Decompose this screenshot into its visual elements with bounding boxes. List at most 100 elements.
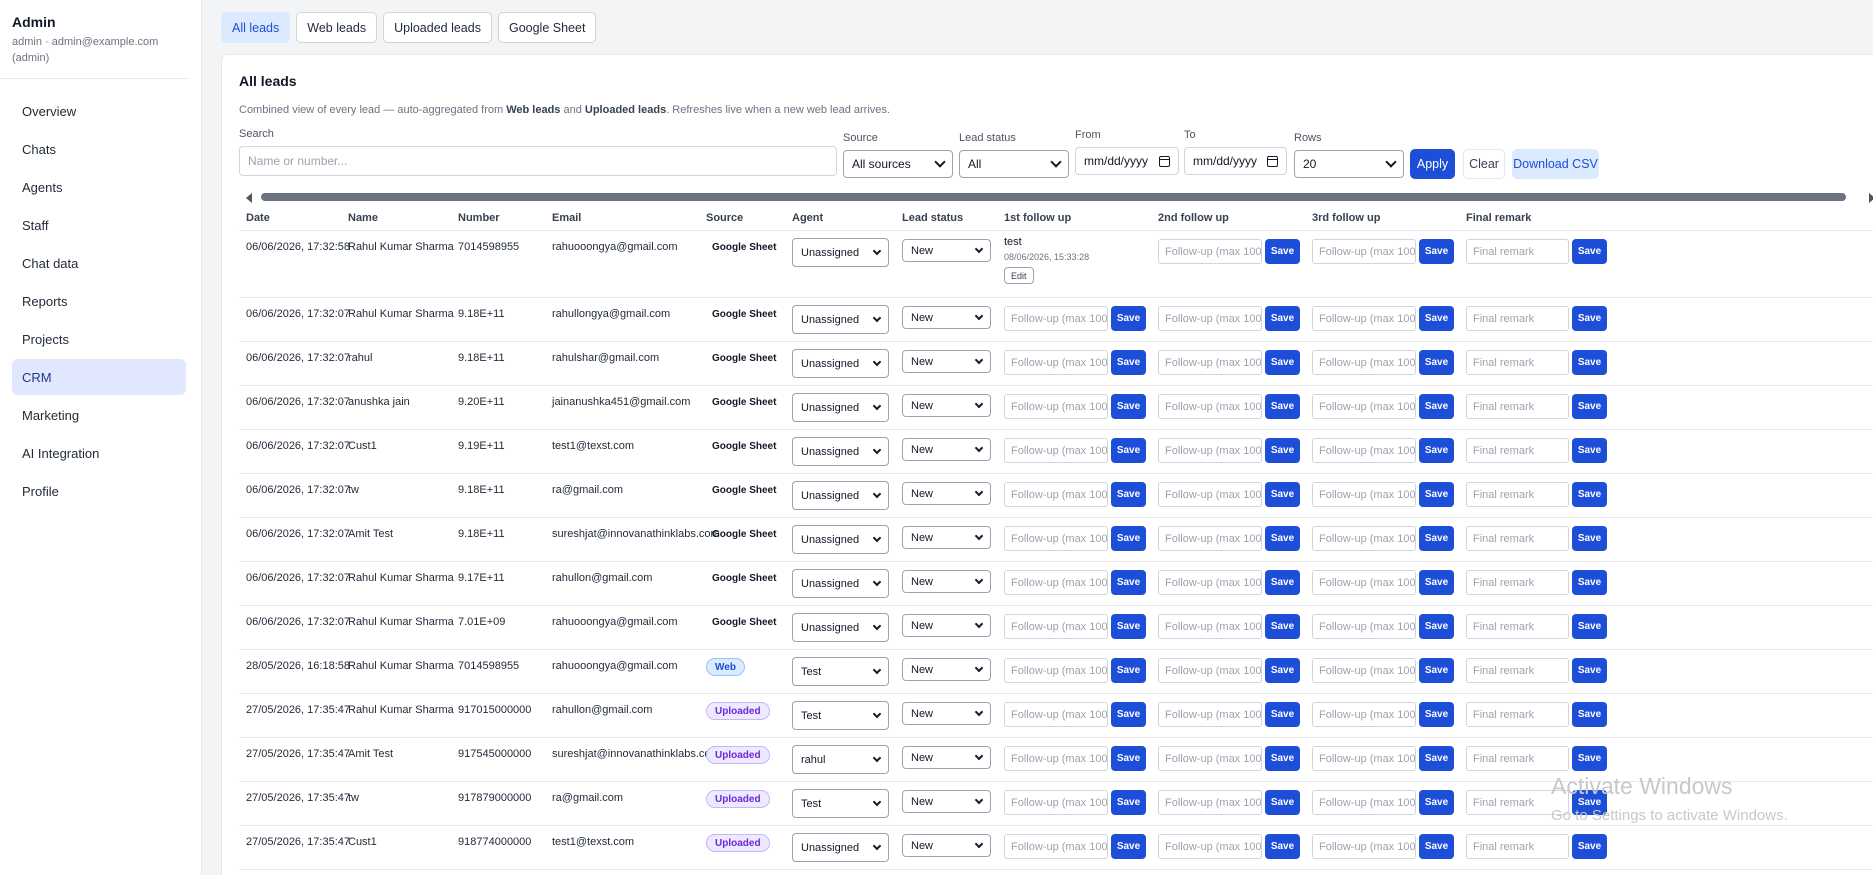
lead-status-select[interactable]: New — [902, 239, 991, 262]
tab-web-leads[interactable]: Web leads — [296, 12, 378, 43]
save-final-remark-button[interactable]: Save — [1572, 570, 1607, 595]
final-remark-input[interactable]: Final remark — [1466, 790, 1569, 815]
lead-status-select[interactable]: New — [902, 702, 991, 725]
final-remark-input[interactable]: Final remark — [1466, 614, 1569, 639]
sidebar-item-agents[interactable]: Agents — [22, 179, 63, 195]
follow-up-3-input[interactable]: Follow-up (max 100) — [1312, 570, 1416, 595]
agent-select[interactable]: Test — [792, 701, 889, 730]
follow-up-3-input[interactable]: Follow-up (max 100) — [1312, 702, 1416, 727]
tab-uploaded-leads[interactable]: Uploaded leads — [383, 12, 492, 43]
follow-up-1-input[interactable]: Follow-up (max 100) — [1004, 658, 1108, 683]
final-remark-input[interactable]: Final remark — [1466, 306, 1569, 331]
agent-select[interactable]: Unassigned — [792, 437, 889, 466]
save-follow-up-1-button[interactable]: Save — [1111, 702, 1146, 727]
follow-up-2-input[interactable]: Follow-up (max 100) — [1158, 526, 1262, 551]
agent-select[interactable]: Unassigned — [792, 481, 889, 510]
lead-status-select[interactable]: New — [902, 438, 991, 461]
follow-up-1-input[interactable]: Follow-up (max 100) — [1004, 702, 1108, 727]
follow-up-3-input[interactable]: Follow-up (max 100) — [1312, 438, 1416, 463]
lead-status-select[interactable]: New — [902, 834, 991, 857]
save-final-remark-button[interactable]: Save — [1572, 526, 1607, 551]
clear-button[interactable]: Clear — [1463, 149, 1505, 179]
agent-select[interactable]: Unassigned — [792, 569, 889, 598]
save-follow-up-1-button[interactable]: Save — [1111, 350, 1146, 375]
agent-select[interactable]: rahul — [792, 745, 889, 774]
follow-up-1-input[interactable]: Follow-up (max 100) — [1004, 834, 1108, 859]
edit-follow-up-button[interactable]: Edit — [1004, 267, 1034, 284]
follow-up-1-input[interactable]: Follow-up (max 100) — [1004, 790, 1108, 815]
follow-up-3-input[interactable]: Follow-up (max 100) — [1312, 482, 1416, 507]
save-follow-up-3-button[interactable]: Save — [1419, 482, 1454, 507]
final-remark-input[interactable]: Final remark — [1466, 438, 1569, 463]
save-follow-up-3-button[interactable]: Save — [1419, 306, 1454, 331]
follow-up-3-input[interactable]: Follow-up (max 100) — [1312, 746, 1416, 771]
lead-status-select[interactable]: New — [902, 614, 991, 637]
save-follow-up-1-button[interactable]: Save — [1111, 438, 1146, 463]
follow-up-2-input[interactable]: Follow-up (max 100) — [1158, 746, 1262, 771]
save-follow-up-2-button[interactable]: Save — [1265, 394, 1300, 419]
agent-select[interactable]: Test — [792, 657, 889, 686]
lead-status-select[interactable]: New — [902, 790, 991, 813]
save-follow-up-1-button[interactable]: Save — [1111, 790, 1146, 815]
follow-up-3-input[interactable]: Follow-up (max 100) — [1312, 834, 1416, 859]
final-remark-input[interactable]: Final remark — [1466, 570, 1569, 595]
lead-status-select[interactable]: New — [902, 526, 991, 549]
save-final-remark-button[interactable]: Save — [1572, 482, 1607, 507]
save-final-remark-button[interactable]: Save — [1572, 746, 1607, 771]
save-final-remark-button[interactable]: Save — [1572, 658, 1607, 683]
follow-up-1-input[interactable]: Follow-up (max 100) — [1004, 614, 1108, 639]
follow-up-3-input[interactable]: Follow-up (max 100) — [1312, 526, 1416, 551]
final-remark-input[interactable]: Final remark — [1466, 746, 1569, 771]
save-final-remark-button[interactable]: Save — [1572, 239, 1607, 264]
save-follow-up-3-button[interactable]: Save — [1419, 239, 1454, 264]
sidebar-item-profile[interactable]: Profile — [22, 483, 59, 499]
save-follow-up-2-button[interactable]: Save — [1265, 658, 1300, 683]
sidebar-item-chat-data[interactable]: Chat data — [22, 255, 79, 271]
save-follow-up-2-button[interactable]: Save — [1265, 438, 1300, 463]
tab-all-leads[interactable]: All leads — [221, 12, 291, 43]
lead-status-select[interactable]: New — [902, 482, 991, 505]
save-final-remark-button[interactable]: Save — [1572, 306, 1607, 331]
follow-up-3-input[interactable]: Follow-up (max 100) — [1312, 350, 1416, 375]
to-date-input[interactable]: mm/dd/yyyy — [1184, 147, 1287, 175]
save-follow-up-2-button[interactable]: Save — [1265, 702, 1300, 727]
save-final-remark-button[interactable]: Save — [1572, 834, 1607, 859]
apply-button[interactable]: Apply — [1410, 149, 1455, 179]
follow-up-1-input[interactable]: Follow-up (max 100) — [1004, 350, 1108, 375]
save-follow-up-1-button[interactable]: Save — [1111, 526, 1146, 551]
save-follow-up-2-button[interactable]: Save — [1265, 350, 1300, 375]
sidebar-item-ai-integration[interactable]: AI Integration — [22, 445, 100, 461]
lead-status-select[interactable]: New — [902, 350, 991, 373]
save-follow-up-1-button[interactable]: Save — [1111, 746, 1146, 771]
follow-up-1-input[interactable]: Follow-up (max 100) — [1004, 306, 1108, 331]
follow-up-2-input[interactable]: Follow-up (max 100) — [1158, 306, 1262, 331]
save-final-remark-button[interactable]: Save — [1572, 350, 1607, 375]
save-follow-up-3-button[interactable]: Save — [1419, 570, 1454, 595]
follow-up-2-input[interactable]: Follow-up (max 100) — [1158, 350, 1262, 375]
follow-up-2-input[interactable]: Follow-up (max 100) — [1158, 790, 1262, 815]
final-remark-input[interactable]: Final remark — [1466, 658, 1569, 683]
table-horizontal-scrollbar[interactable] — [239, 191, 1873, 203]
follow-up-3-input[interactable]: Follow-up (max 100) — [1312, 658, 1416, 683]
follow-up-2-input[interactable]: Follow-up (max 100) — [1158, 482, 1262, 507]
agent-select[interactable]: Unassigned — [792, 349, 889, 378]
lead-status-select[interactable]: New — [902, 658, 991, 681]
sidebar-item-marketing[interactable]: Marketing — [22, 407, 80, 423]
lead-status-select[interactable]: New — [902, 394, 991, 417]
save-follow-up-2-button[interactable]: Save — [1265, 570, 1300, 595]
tab-google-sheet[interactable]: Google Sheet — [497, 12, 597, 43]
lead-status-select[interactable]: New — [902, 306, 991, 329]
follow-up-1-input[interactable]: Follow-up (max 100) — [1004, 526, 1108, 551]
sidebar-item-reports[interactable]: Reports — [22, 293, 68, 309]
agent-select[interactable]: Unassigned — [792, 613, 889, 642]
save-follow-up-3-button[interactable]: Save — [1419, 834, 1454, 859]
follow-up-1-input[interactable]: Follow-up (max 100) — [1004, 438, 1108, 463]
save-follow-up-1-button[interactable]: Save — [1111, 614, 1146, 639]
from-date-input[interactable]: mm/dd/yyyy — [1075, 147, 1179, 175]
follow-up-1-input[interactable]: Follow-up (max 100) — [1004, 482, 1108, 507]
save-final-remark-button[interactable]: Save — [1572, 702, 1607, 727]
agent-select[interactable]: Unassigned — [792, 238, 889, 267]
scrollbar-thumb[interactable] — [261, 193, 1846, 201]
follow-up-2-input[interactable]: Follow-up (max 100) — [1158, 614, 1262, 639]
final-remark-input[interactable]: Final remark — [1466, 482, 1569, 507]
